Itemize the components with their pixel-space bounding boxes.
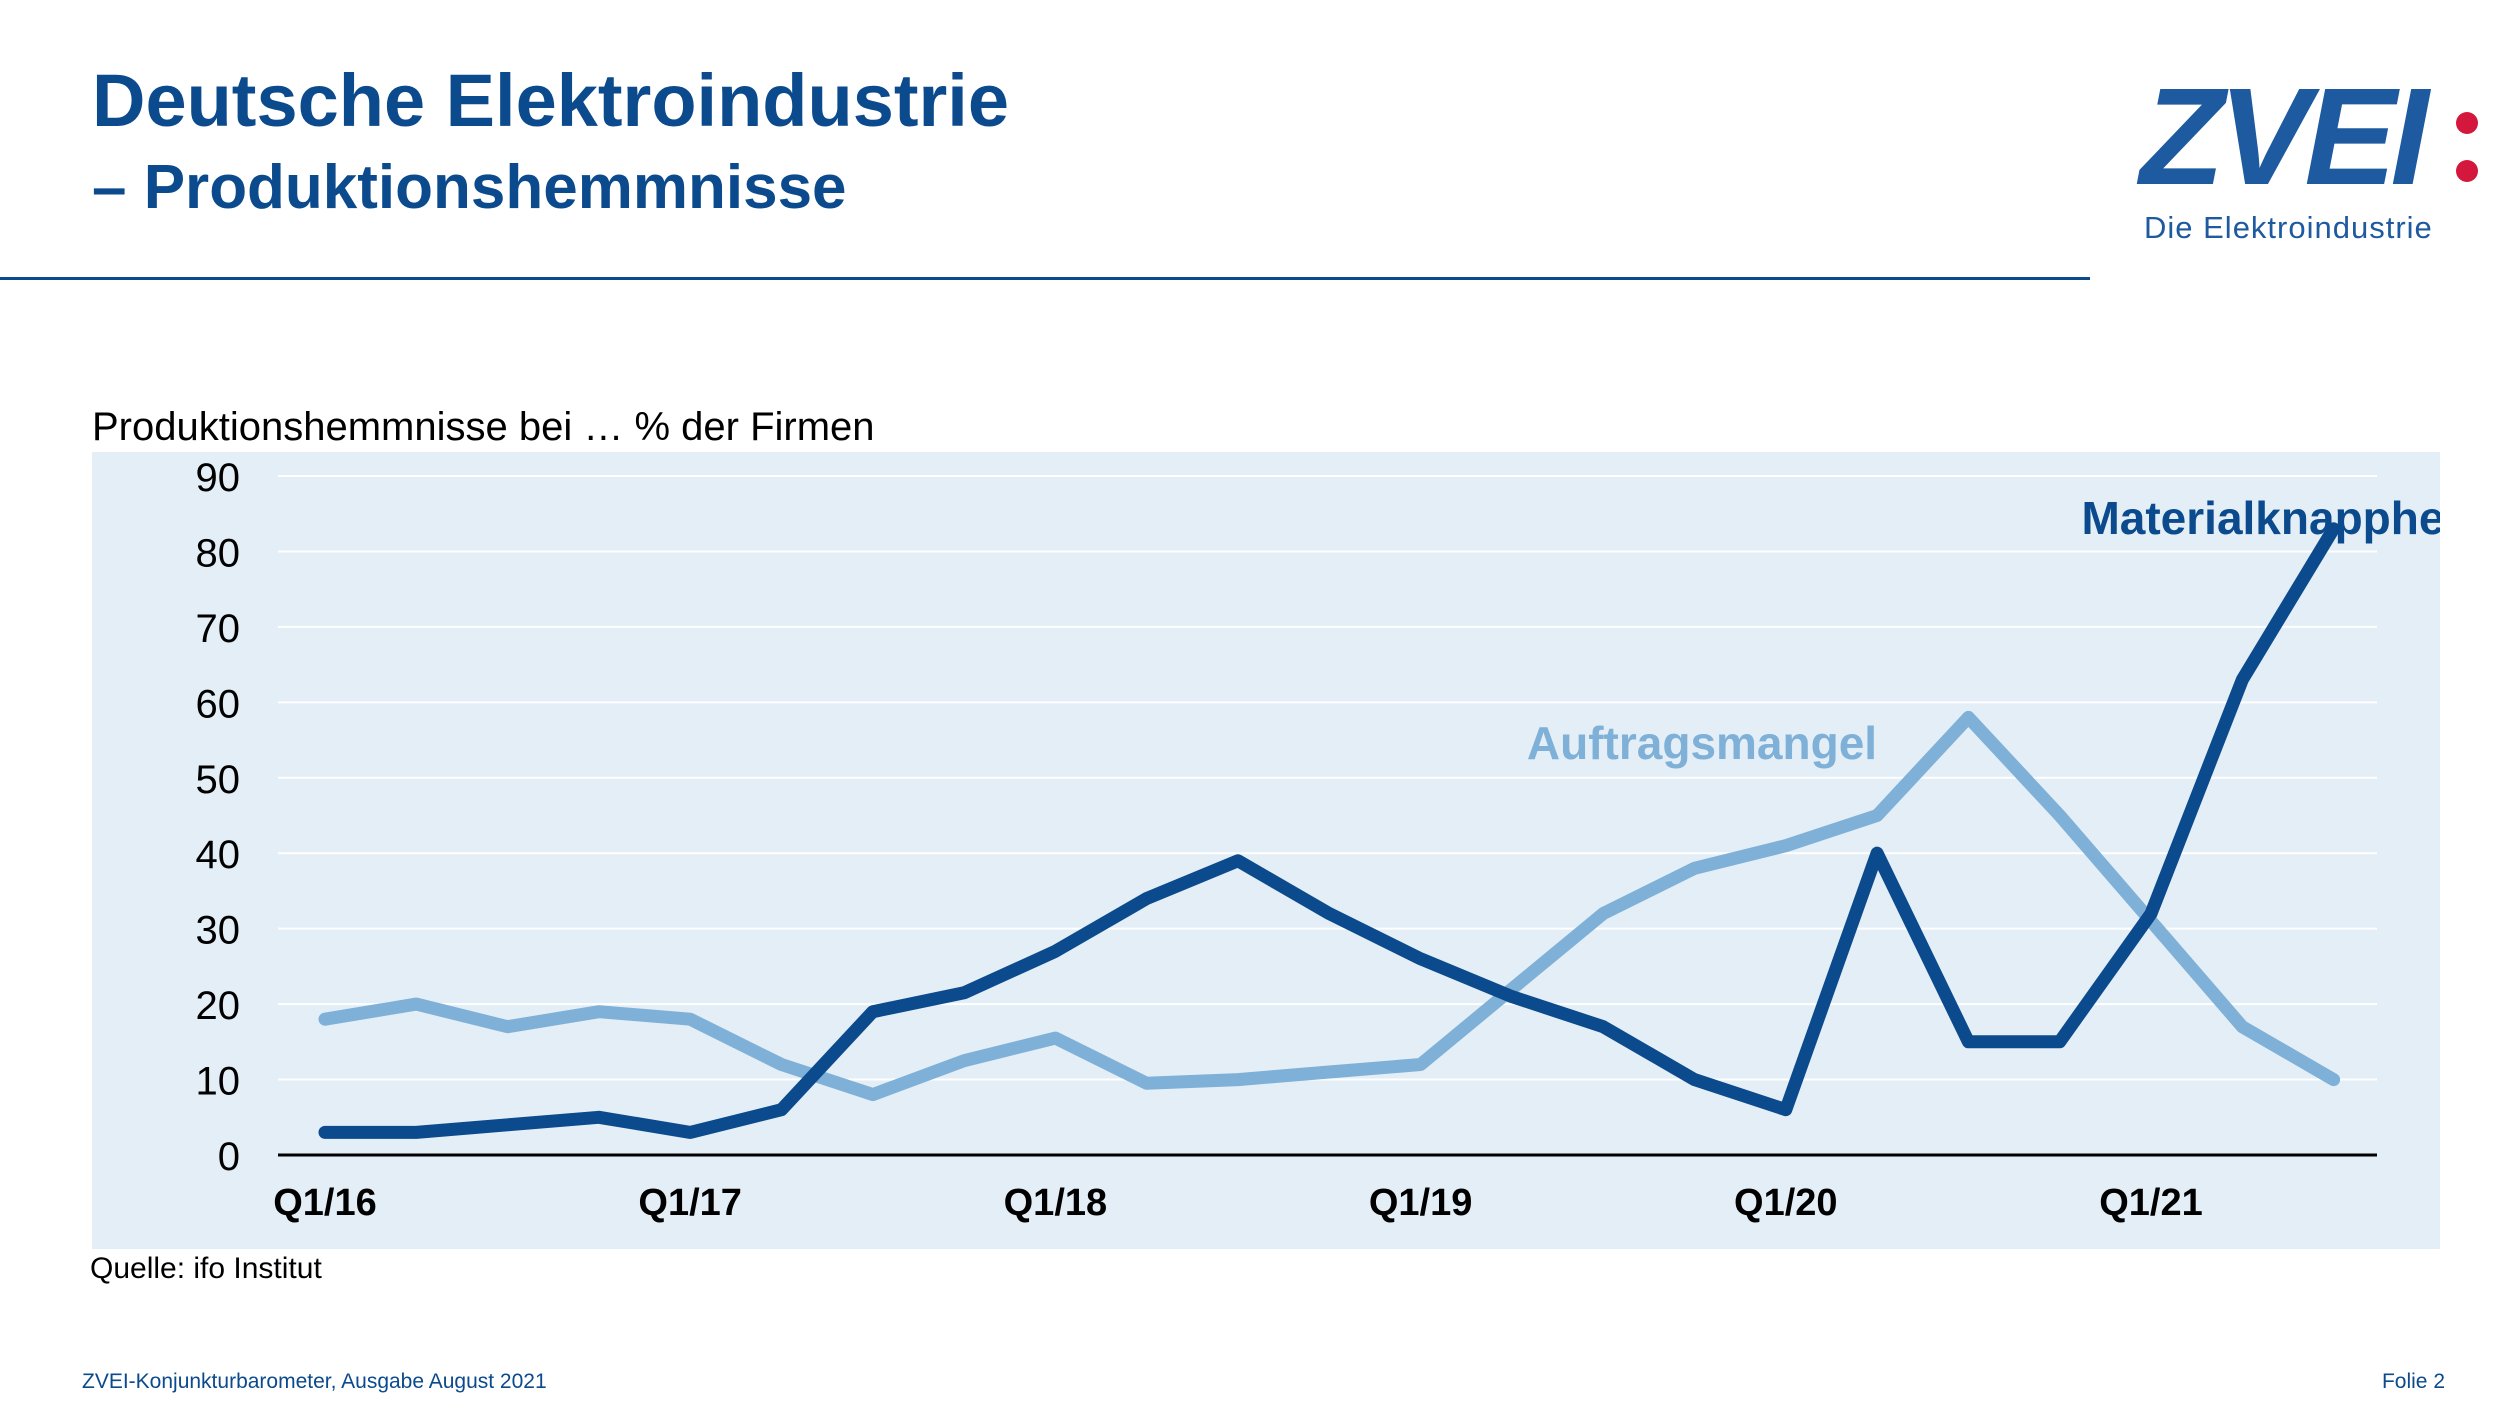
series-label-auftragsmangel: Auftragsmangel (1527, 717, 1877, 769)
y-tick-label: 0 (218, 1135, 240, 1179)
logo-dot-lower (2456, 160, 2478, 182)
y-tick-label: 80 (196, 531, 241, 575)
header-divider (0, 277, 2090, 280)
y-tick-label: 70 (196, 607, 241, 651)
x-tick-label: Q1/19 (1369, 1182, 1473, 1224)
footer-publication: ZVEI-Konjunkturbarometer, Ausgabe August… (82, 1370, 547, 1393)
y-tick-label: 60 (196, 682, 241, 726)
page-subtitle: – Produktionshemmnisse (92, 153, 847, 222)
line-chart: 0 10 20 30 40 50 60 70 80 90 Q1/16 Q1/17 Q1/18 Q1/19 Q… (196, 456, 2441, 1224)
footer-slide-number: Folie 2 (2381, 1370, 2445, 1393)
source-note: Quelle: ifo Institut (90, 1252, 322, 1285)
y-tick-label: 50 (196, 758, 241, 802)
chart-panel: 0 10 20 30 40 50 60 70 80 90 Q1/16 Q1/17 Q1/18 Q1/19 Q… (92, 452, 2440, 1249)
chart-caption: Produktionshemmnisse bei … % der Firmen (92, 405, 875, 449)
logo-dot-upper (2456, 112, 2478, 134)
page-title: Deutsche Elektroindustrie (92, 59, 1010, 142)
series-line-auftragsmangel (318, 710, 2341, 1102)
zvei-logo: ZVEI Die Elektroindustrie (2140, 68, 2480, 252)
y-tick-label: 10 (196, 1060, 241, 1104)
y-tick-label: 40 (196, 833, 241, 877)
x-tick-label: Q1/16 (273, 1182, 377, 1224)
series-line-materialknappheit (318, 522, 2341, 1139)
x-tick-label: Q1/20 (1734, 1182, 1838, 1224)
y-tick-label: 90 (196, 456, 241, 500)
logo-wordmark: ZVEI (2140, 60, 2429, 214)
x-tick-label: Q1/17 (638, 1182, 742, 1224)
x-tick-label: Q1/18 (1004, 1182, 1108, 1224)
logo-tagline: Die Elektroindustrie (2144, 210, 2433, 245)
series-label-materialknappheit: Materialknappheit (2081, 492, 2440, 544)
x-tick-label: Q1/21 (2099, 1182, 2203, 1224)
y-tick-label: 20 (196, 984, 241, 1028)
y-tick-label: 30 (196, 909, 241, 953)
